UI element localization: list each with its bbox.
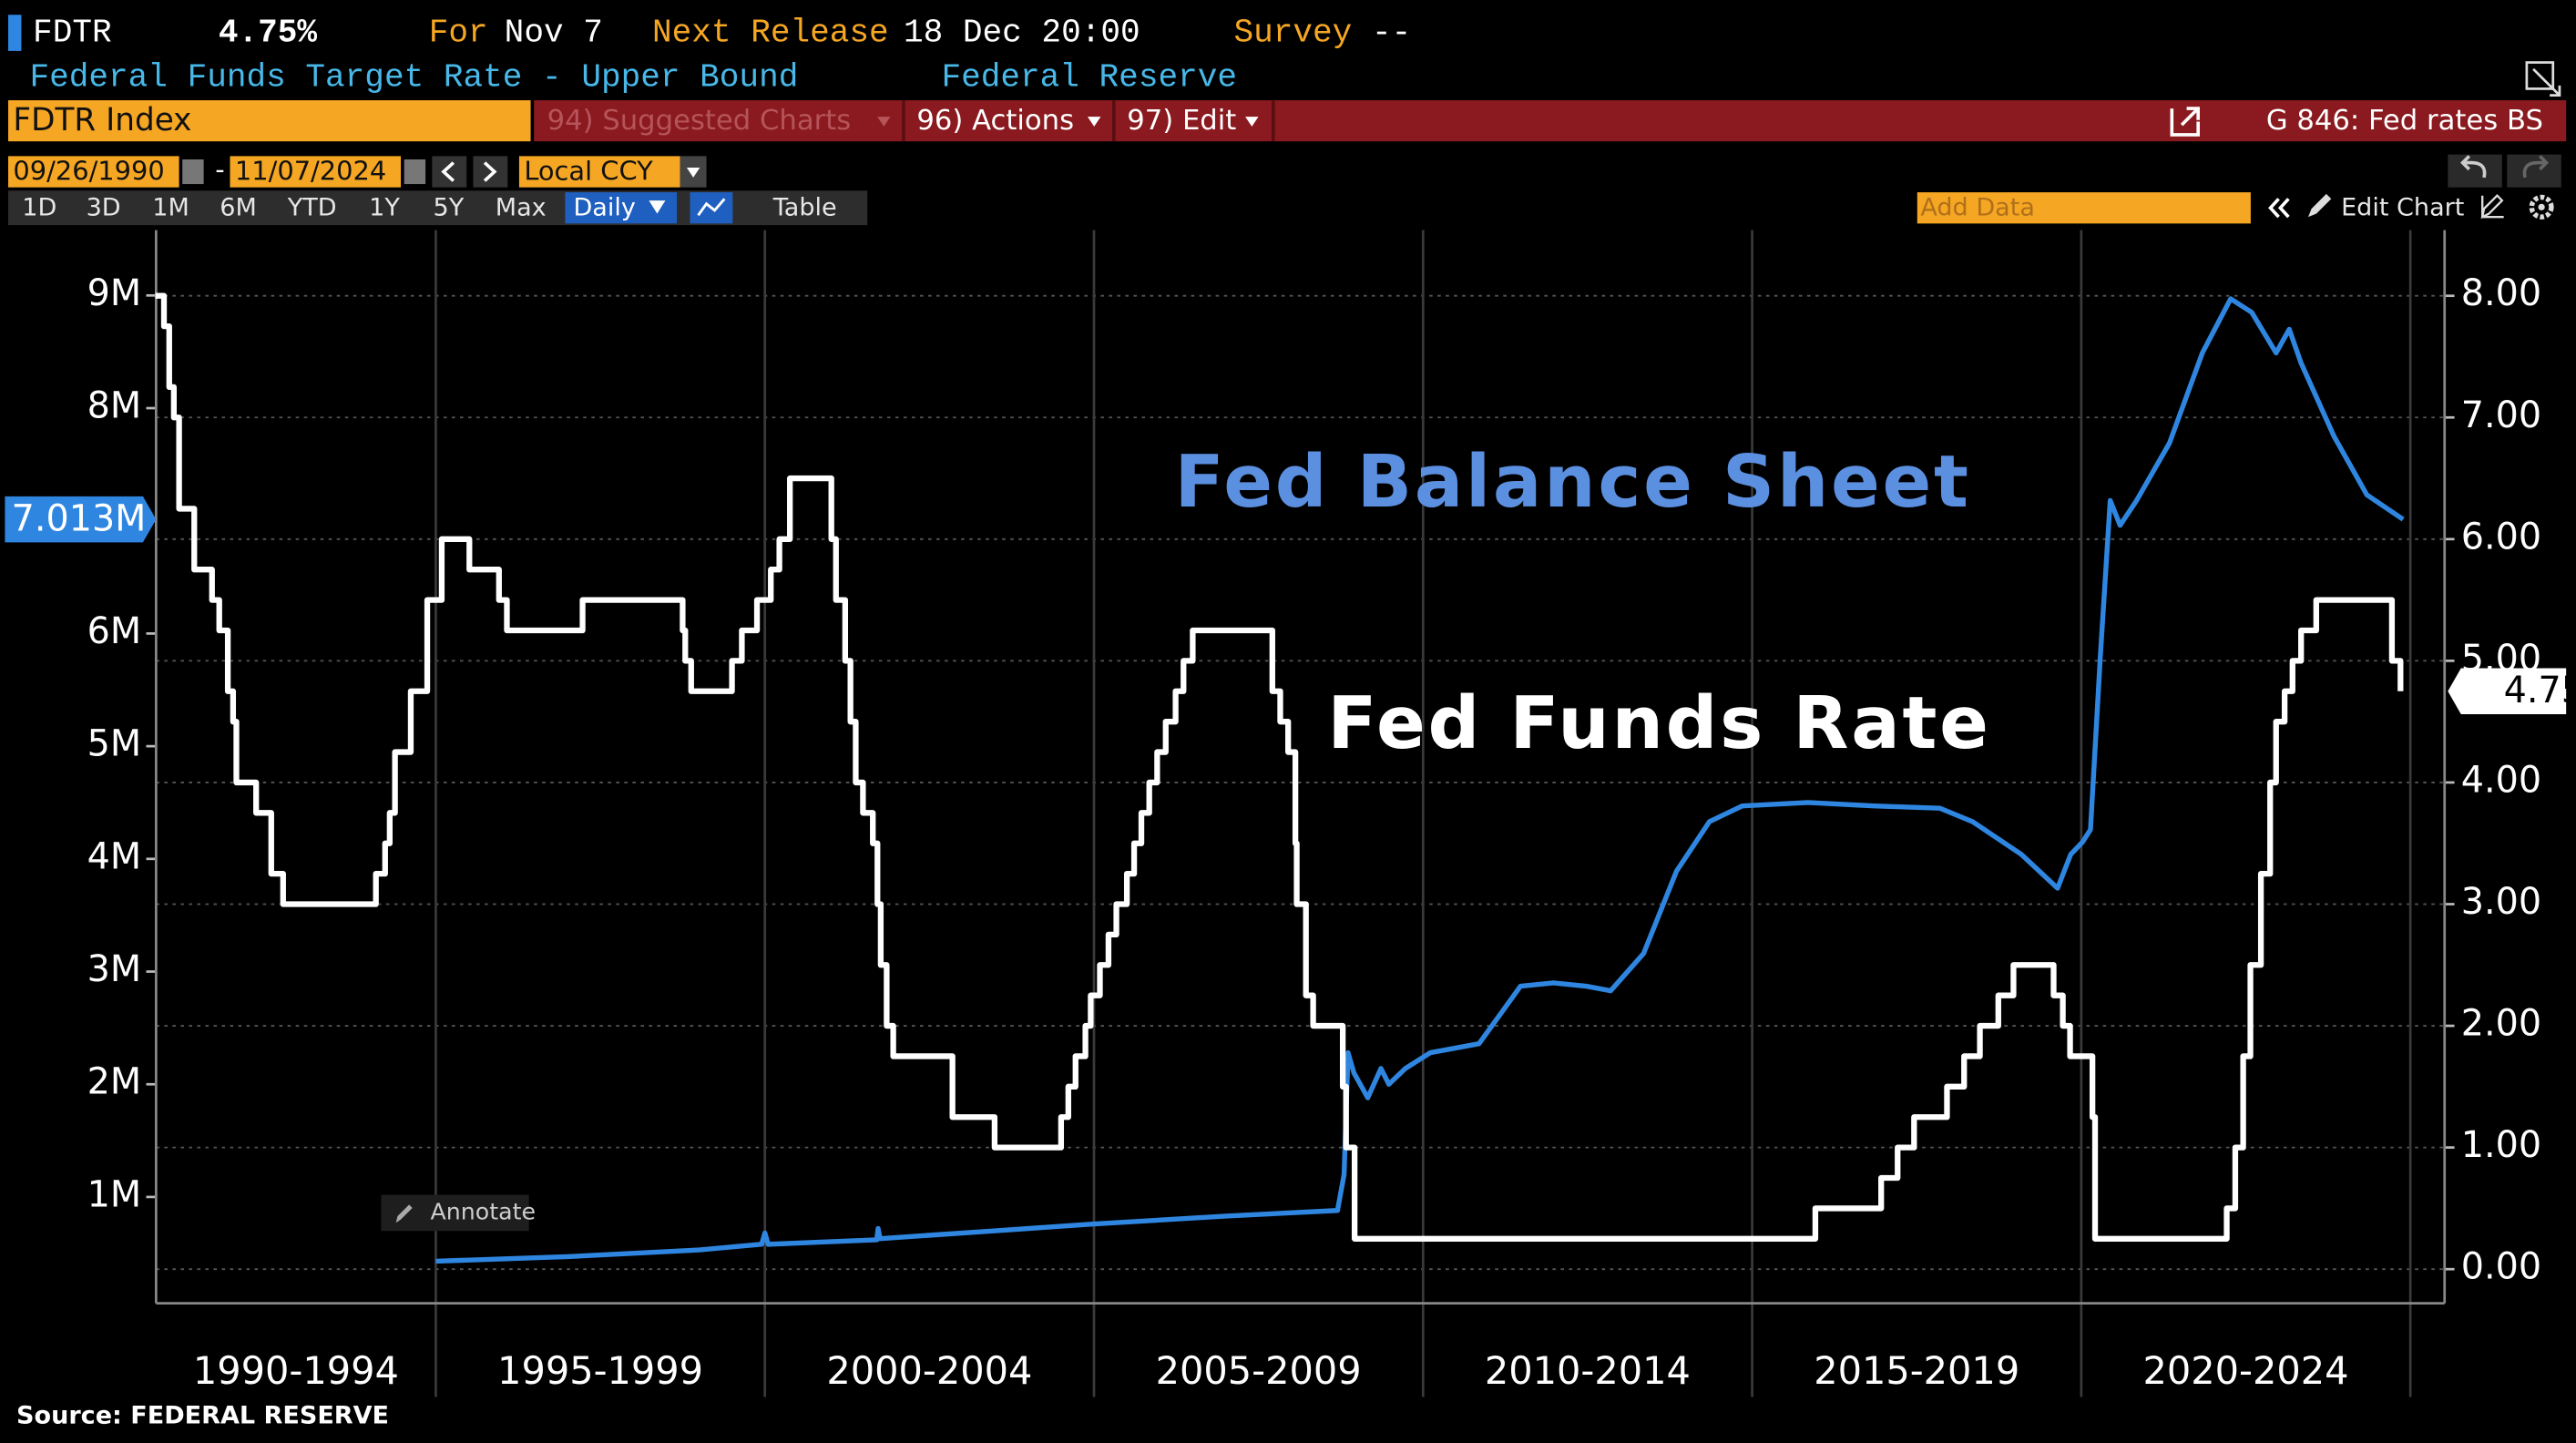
y-tick-label: 9M — [87, 272, 141, 314]
launch-icon[interactable] — [2170, 107, 2200, 137]
x-tick-label: 1995-1999 — [497, 1348, 703, 1393]
y-tick-label: 6M — [87, 610, 141, 652]
next-arrow — [483, 161, 497, 182]
x-tick-label: 1990-1994 — [193, 1348, 399, 1393]
dropdown-arrow — [649, 200, 666, 214]
period-button[interactable]: 1M — [152, 194, 189, 222]
series-line — [435, 296, 2405, 1264]
y-tick-label: 4M — [87, 835, 141, 877]
add-data: Add Data — [1920, 194, 2035, 222]
annotate-button[interactable]: Annotate — [381, 1194, 537, 1232]
security: FDTR Index — [13, 102, 191, 138]
redo-button[interactable] — [2507, 154, 2561, 188]
prev-arrow — [441, 161, 455, 182]
ticker-marker — [8, 15, 22, 51]
next-release-label: Next Release — [652, 15, 889, 52]
menu-bar — [534, 100, 2567, 142]
dropdown-arrows — [877, 117, 1259, 127]
series-line — [155, 292, 2404, 1242]
edit-icon[interactable] — [2480, 194, 2504, 220]
frequency: Daily — [573, 194, 635, 222]
menu-actions[interactable]: 96) Actions — [916, 105, 1074, 137]
y2-tick-label: 1.00 — [2461, 1124, 2541, 1166]
table-view-button[interactable]: Table — [772, 194, 837, 222]
currency-field[interactable] — [518, 156, 680, 188]
last-value-label: 7.013M — [12, 497, 147, 539]
menu-dividers — [902, 100, 1275, 142]
last-value-tag — [2448, 668, 2567, 715]
y-tick-label: 3M — [87, 948, 141, 990]
next-button[interactable] — [473, 156, 508, 188]
y2-tick-label: 7.00 — [2461, 394, 2541, 436]
x-tick-label: 2005-2009 — [1156, 1348, 1362, 1393]
period-button[interactable]: YTD — [287, 194, 337, 222]
next-release: 18 Dec 20:00 — [904, 15, 1140, 52]
y2-tick-label: 6.00 — [2461, 516, 2541, 558]
y2-tick-label: 3.00 — [2461, 881, 2541, 923]
menu-edit[interactable]: 97) Edit — [1127, 105, 1236, 137]
end-date-field[interactable] — [230, 156, 402, 188]
period-button[interactable]: 6M — [220, 194, 257, 222]
prev-button[interactable] — [432, 156, 467, 188]
period-button[interactable]: 3D — [87, 194, 121, 222]
for-date: Nov 7 — [505, 15, 603, 52]
last-value: 4.75% — [219, 15, 318, 52]
period-button[interactable]: 1D — [22, 194, 56, 222]
y2-tick-label: 8.00 — [2461, 272, 2541, 314]
x-tick-label: 2015-2019 — [1814, 1348, 2019, 1393]
calendar-icon[interactable] — [404, 159, 426, 185]
y2-tick-label: 4.00 — [2461, 759, 2541, 801]
add-data-field[interactable] — [1917, 192, 2251, 224]
menu-suggested-charts[interactable]: 94) Suggested Charts — [547, 105, 852, 137]
for-label: For — [429, 15, 488, 52]
x-tick-label: 2020-2024 — [2142, 1348, 2348, 1393]
undo-button[interactable] — [2448, 154, 2502, 188]
undo-icon — [2460, 155, 2487, 179]
end-date: 11/07/2024 — [235, 155, 386, 186]
source-name: Federal Reserve — [941, 58, 1237, 96]
security-field[interactable] — [8, 100, 531, 142]
date-separator: - — [215, 154, 224, 185]
edit-chart-button[interactable]: Edit Chart — [2341, 194, 2464, 222]
period-button[interactable]: 1Y — [369, 194, 400, 222]
source-note: Source: FEDERAL RESERVE — [16, 1402, 389, 1430]
annotation: Fed Funds Rate — [1327, 681, 1990, 765]
dropdown-arrow — [686, 168, 700, 178]
period-button[interactable]: Max — [496, 194, 547, 222]
last-value-tag — [5, 496, 157, 543]
y-tick-label: 8M — [87, 385, 141, 427]
settings-icon[interactable] — [2529, 194, 2554, 220]
collapse-icon[interactable] — [2268, 198, 2290, 219]
y-tick-label: 2M — [87, 1061, 141, 1103]
y2-tick-label: 2.00 — [2461, 1003, 2541, 1045]
calendar-icon[interactable] — [182, 159, 204, 185]
chart-view-icon — [697, 198, 726, 217]
annotation: Fed Balance Sheet — [1175, 439, 1971, 524]
period-button[interactable]: 5Y — [434, 194, 465, 222]
survey-label: Survey — [1233, 15, 1352, 52]
x-tick-label: 2000-2004 — [826, 1348, 1032, 1393]
y-tick-label: 5M — [87, 723, 141, 765]
survey: -- — [1372, 15, 1411, 52]
y-tick-label: 1M — [87, 1173, 141, 1215]
pencil-icon — [2308, 193, 2332, 218]
last-value-label: 4.75 — [2504, 670, 2576, 711]
redo-icon — [2522, 155, 2550, 179]
ticker: FDTR — [33, 15, 112, 52]
annotate-label: Annotate — [431, 1198, 537, 1224]
y2-tick-label: 0.00 — [2461, 1246, 2541, 1288]
chart-id: G 846: Fed rates BS — [2266, 105, 2543, 137]
x-tick-label: 2010-2014 — [1485, 1348, 1691, 1393]
start-date: 09/26/1990 — [13, 155, 164, 186]
description: Federal Funds Target Rate - Upper Bound — [29, 58, 798, 96]
start-date-field[interactable] — [8, 156, 179, 188]
currency: Local CCY — [524, 155, 653, 186]
popout-icon[interactable] — [2525, 61, 2561, 97]
